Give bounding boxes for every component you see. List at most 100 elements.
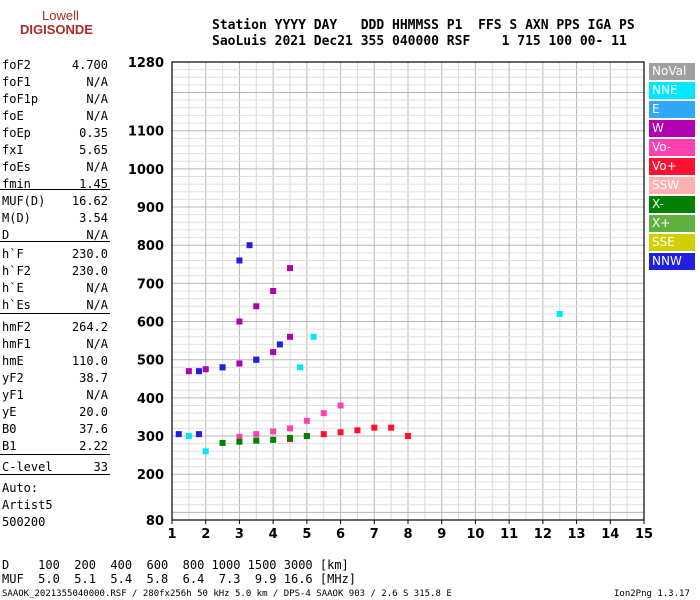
data-point [195, 368, 202, 375]
divider [0, 313, 110, 314]
param-value: N/A [86, 75, 108, 89]
legend-item-noval: NoVal [649, 63, 695, 80]
x-tick-label: 11 [500, 527, 518, 542]
data-point [276, 341, 283, 348]
param-row: M(D) 3.54 [2, 211, 108, 227]
data-point [287, 425, 293, 432]
param-value: 3.54 [79, 211, 108, 225]
param-row: hmF1 N/A [2, 337, 108, 353]
param-row: yF1 N/A [2, 388, 108, 404]
param-key: foEp [2, 126, 31, 140]
data-point [297, 364, 304, 371]
param-key: hmF2 [2, 320, 31, 334]
data-point [337, 402, 344, 409]
data-point [236, 438, 243, 445]
data-point [405, 433, 411, 440]
param-key: M(D) [2, 211, 31, 225]
legend-item-nnw: NNW [649, 253, 695, 270]
data-point [556, 310, 563, 317]
param-row: MUF(D) 16.62 [2, 194, 108, 210]
x-tick-label: 1 [167, 527, 176, 542]
legend-item-x-plus: X+ [649, 215, 695, 232]
legend-label: NoVal [652, 64, 687, 78]
y-tick-label: 1000 [128, 163, 164, 178]
param-key: yF2 [2, 371, 24, 385]
param-value: 38.7 [79, 371, 108, 385]
data-point [354, 427, 361, 434]
x-tick-label: 10 [466, 527, 484, 542]
param-key: MUF(D) [2, 194, 46, 208]
data-point [337, 429, 344, 436]
legend-item-ssw: SSW [649, 177, 695, 194]
y-tick-label: 900 [137, 201, 164, 216]
legend-label: W [652, 121, 664, 135]
data-point [185, 368, 192, 375]
y-tick-label: 500 [137, 354, 164, 369]
y-tick-label: 400 [137, 392, 164, 407]
x-tick-label: 6 [336, 527, 345, 542]
param-row: foEs N/A [2, 160, 108, 176]
autoscale-label: Auto: [2, 481, 39, 495]
param-value: 264.2 [71, 320, 108, 334]
divider [0, 474, 110, 475]
y-tick-label: 1280 [128, 56, 164, 71]
autoscale-line: Artist5 [2, 498, 108, 514]
divider [0, 241, 110, 242]
param-row: B0 37.6 [2, 422, 108, 438]
x-tick-label: 5 [302, 527, 311, 542]
x-tick-label: 13 [568, 527, 586, 542]
param-row: hmF2 264.2 [2, 320, 108, 336]
param-key: h`F [2, 247, 24, 261]
param-key: h`E [2, 281, 24, 295]
data-point [253, 437, 260, 444]
x-tick-label: 12 [534, 527, 552, 542]
data-point [270, 288, 277, 294]
y-tick-label: 700 [137, 277, 164, 292]
param-key: fxI [2, 143, 24, 157]
param-row: h`E N/A [2, 281, 108, 297]
param-row: h`F2 230.0 [2, 264, 108, 280]
data-point [202, 366, 209, 373]
divider [0, 189, 110, 190]
data-point [287, 434, 293, 441]
data-point [219, 439, 226, 446]
x-tick-label: 8 [403, 527, 412, 542]
param-row: fxI 5.65 [2, 143, 108, 159]
param-key: h`Es [2, 298, 31, 312]
legend-item-vo-minus: Vo- [649, 139, 695, 156]
data-point [195, 431, 202, 438]
param-key: D [2, 228, 10, 242]
logo-lowell: Lowell [42, 8, 79, 23]
param-key: h`F2 [2, 264, 31, 278]
param-value: N/A [86, 388, 108, 402]
param-value: 110.0 [71, 354, 108, 368]
y-tick-label: 200 [137, 468, 164, 483]
data-point [303, 433, 310, 440]
legend-item-sse: SSE [649, 234, 695, 251]
x-tick-label: 15 [635, 527, 653, 542]
x-tick-label: 4 [269, 527, 278, 542]
data-point [246, 242, 253, 249]
param-value: 1.45 [79, 177, 108, 191]
x-tick-label: 2 [201, 527, 210, 542]
param-row: yF2 38.7 [2, 371, 108, 387]
param-row: fmin 1.45 [2, 177, 108, 193]
param-value: 5.65 [79, 143, 108, 157]
divider [0, 454, 110, 455]
param-value: N/A [86, 298, 108, 312]
param-key: hmF1 [2, 337, 31, 351]
legend-item-x-minus: X- [649, 196, 695, 213]
param-value: N/A [86, 92, 108, 106]
param-value: 230.0 [71, 264, 108, 278]
param-row: foF2 4.700 [2, 58, 108, 74]
param-row: B1 2.22 [2, 439, 108, 455]
data-point [310, 333, 317, 340]
param-key: hmE [2, 354, 24, 368]
param-key: C-level [2, 460, 53, 474]
muf-row: MUF 5.0 5.1 5.4 5.8 6.4 7.3 9.9 16.6 [MH… [2, 572, 357, 586]
data-point [287, 265, 293, 272]
autoscale-code: 500200 [2, 515, 46, 529]
param-value: N/A [86, 228, 108, 242]
param-value: 33 [93, 460, 108, 474]
param-key: foF2 [2, 58, 31, 72]
